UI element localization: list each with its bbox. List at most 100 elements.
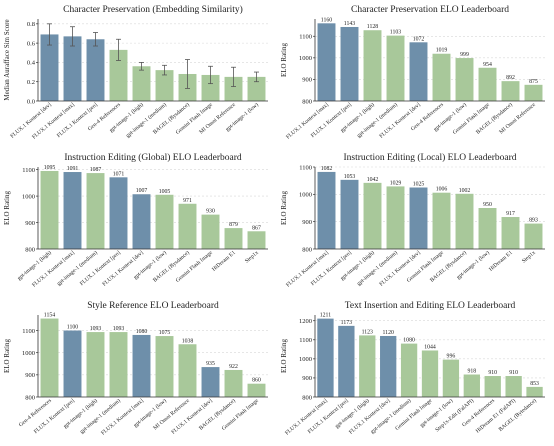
chart-svg: Instruction Editing (Global) ELO Leaderb… xyxy=(3,152,268,289)
bar xyxy=(224,76,243,101)
bar-value-label: 935 xyxy=(206,361,215,367)
bar xyxy=(247,383,266,397)
bar-value-label: 971 xyxy=(183,198,192,204)
bar xyxy=(359,335,376,397)
bar xyxy=(363,182,382,249)
y-tick-label: 1100 xyxy=(299,337,312,344)
y-tick-label: 900 xyxy=(302,219,312,226)
bar-value-label: 1103 xyxy=(390,30,401,36)
bar xyxy=(317,318,334,397)
bar xyxy=(421,350,439,397)
bar xyxy=(363,30,382,101)
y-axis-label: ELO Rating xyxy=(3,190,11,225)
x-tick-label: Gemini Flash Image xyxy=(394,398,433,432)
bar-value-label: 1173 xyxy=(341,320,352,326)
bar-value-label: 1120 xyxy=(382,330,393,336)
chart-character-preservation-similarity: Character Preservation (Embedding Simila… xyxy=(0,0,277,148)
chart-instruction-editing-global-elo: Instruction Editing (Global) ELO Leaderb… xyxy=(0,148,277,296)
bar xyxy=(178,344,197,397)
bar xyxy=(409,187,428,249)
x-tick-label: FLUX.1 Kontext [pro] xyxy=(310,250,353,287)
chart-svg: Character Preservation ELO Leaderboard 80… xyxy=(280,5,545,141)
bar xyxy=(63,330,82,397)
bar xyxy=(86,332,105,397)
y-axis-label: ELO Rating xyxy=(280,42,288,77)
chart-text-insertion-editing-elo: Text Insertion and Editing ELO Leaderboa… xyxy=(277,296,554,444)
bar-value-label: 1019 xyxy=(436,48,448,54)
bar xyxy=(132,334,151,397)
y-tick-label: 0.2 xyxy=(27,79,35,86)
bar xyxy=(432,192,451,249)
x-tick-label: FLUX.1 Kontext [dev] xyxy=(379,250,422,288)
y-tick-label: 1000 xyxy=(299,55,312,62)
bar xyxy=(442,359,460,397)
bar xyxy=(432,53,451,101)
bar-value-label: 1082 xyxy=(321,166,333,172)
x-tick-label: HiDream E1 xyxy=(488,250,514,273)
bar-value-label: 930 xyxy=(206,209,215,215)
bar-value-label: 1044 xyxy=(424,344,436,350)
bar-value-label: 1091 xyxy=(67,166,79,172)
bar-value-label: 867 xyxy=(252,225,261,231)
bar-value-label: 879 xyxy=(229,222,238,228)
y-tick-label: 1000 xyxy=(299,192,312,199)
x-tick-label: FLUX.1 Kontext [pro] xyxy=(79,250,122,287)
y-axis-label: ELO Rating xyxy=(280,338,288,373)
chart-instruction-editing-local-elo: Instruction Editing (Local) ELO Leaderbo… xyxy=(277,148,554,296)
bar xyxy=(109,332,128,397)
y-tick-label: 1100 xyxy=(22,328,35,335)
bar-value-label: 1029 xyxy=(390,180,402,186)
bar xyxy=(501,217,520,249)
y-tick-label: 800 xyxy=(302,394,312,401)
bar xyxy=(201,367,220,397)
bar-value-label: 1128 xyxy=(367,24,378,30)
x-tick-label: FLUX.1 Kontext [max] xyxy=(100,398,145,437)
y-tick-label: 900 xyxy=(302,77,312,84)
bar-value-label: 950 xyxy=(483,202,492,208)
bar xyxy=(155,336,174,397)
bar-value-label: 893 xyxy=(529,218,538,224)
bar xyxy=(132,194,151,249)
y-tick-label: 900 xyxy=(302,375,312,382)
x-tick-label: gpt-image-1 (medium) xyxy=(78,397,122,435)
x-tick-label: FLUX.1 Kontext [pro] xyxy=(310,102,353,139)
bar-value-label: 922 xyxy=(229,364,238,370)
bar-value-label: 917 xyxy=(506,211,515,217)
chart-title: Character Preservation ELO Leaderboard xyxy=(351,5,509,15)
bar-value-label: 1123 xyxy=(362,329,373,335)
bar xyxy=(63,172,82,249)
chart-svg: Style Reference ELO Leaderboard 800 900 100… xyxy=(3,300,268,437)
bar xyxy=(63,36,82,102)
x-tick-label: FLUX.1 Kontext [dev] xyxy=(171,398,214,436)
bar xyxy=(455,193,474,249)
bar xyxy=(386,186,405,249)
chart-svg: Instruction Editing (Local) ELO Leaderbo… xyxy=(280,152,545,289)
bar-value-label: 954 xyxy=(483,62,492,68)
bar-value-label: 1100 xyxy=(67,325,78,331)
bar xyxy=(247,76,266,101)
y-tick-label: 800 xyxy=(302,246,312,253)
x-tick-label: BAGEL (Bytedance) xyxy=(497,397,538,433)
bar xyxy=(224,369,243,397)
bar-value-label: 1071 xyxy=(113,171,125,177)
bar xyxy=(317,23,336,102)
bar-value-label: 1087 xyxy=(90,167,102,173)
chart-title: Character Preservation (Embedding Simila… xyxy=(63,4,243,15)
bar xyxy=(132,66,151,101)
bar xyxy=(109,177,128,249)
bar-value-label: 892 xyxy=(506,75,515,81)
bar xyxy=(505,376,522,397)
bar-value-label: 1143 xyxy=(344,21,355,27)
y-axis-label: ELO Rating xyxy=(3,338,11,373)
bar-value-label: 1080 xyxy=(136,329,148,335)
y-tick-label: 0.6 xyxy=(27,40,36,47)
bar xyxy=(338,325,355,397)
x-tick-label: FLUX.1 Kontext [pro] xyxy=(33,398,76,435)
bar-value-label: 996 xyxy=(447,354,456,360)
bar-value-label: 1095 xyxy=(44,165,56,171)
bar xyxy=(455,58,474,101)
bar xyxy=(340,26,359,102)
bar xyxy=(386,35,405,102)
bar-value-label: 875 xyxy=(529,79,538,85)
x-tick-label: FLUX.1 Kontext [dev] xyxy=(10,102,53,140)
